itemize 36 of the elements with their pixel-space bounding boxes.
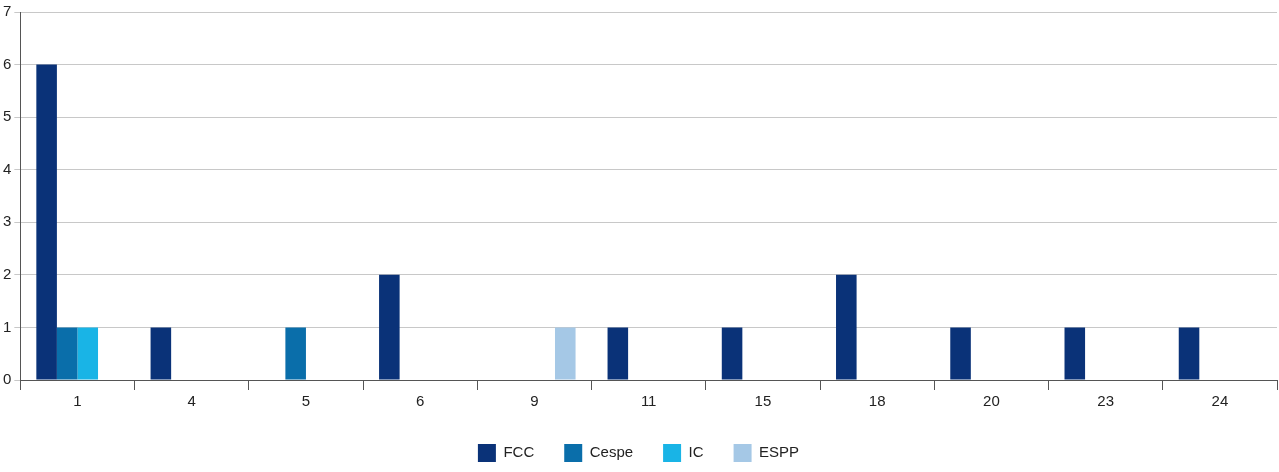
y-tick-label: 0 xyxy=(3,370,12,388)
x-tick-label: 23 xyxy=(1097,392,1114,410)
legend-label: FCC xyxy=(503,443,535,461)
y-tick-label: 4 xyxy=(3,159,12,177)
x-tick-label: 20 xyxy=(983,392,1000,410)
bar xyxy=(950,327,971,380)
bar xyxy=(150,327,172,380)
x-tick-label: 9 xyxy=(530,392,539,410)
x-tick-label: 18 xyxy=(868,392,886,410)
x-tick-label: 4 xyxy=(187,392,196,410)
bar xyxy=(554,327,576,380)
x-tick-label: 5 xyxy=(301,392,311,410)
y-tick-label: 7 xyxy=(3,2,12,20)
bar xyxy=(379,274,400,380)
bar xyxy=(1178,327,1200,380)
y-tick-label: 2 xyxy=(3,265,12,282)
bar xyxy=(1064,327,1086,380)
bar xyxy=(56,327,78,380)
bar xyxy=(285,327,306,380)
bar xyxy=(836,274,857,380)
legend-label: IC xyxy=(688,443,704,461)
bar xyxy=(36,64,57,380)
bar xyxy=(77,327,99,380)
x-tick-label: 1 xyxy=(73,392,82,410)
bar xyxy=(607,327,629,380)
x-tick-label: 15 xyxy=(754,392,772,410)
x-tick-label: 24 xyxy=(1211,392,1229,410)
y-tick-label: 6 xyxy=(3,54,12,72)
x-tick-label: 6 xyxy=(416,392,425,410)
legend-label: Cespe xyxy=(589,443,634,461)
y-tick-label: 1 xyxy=(3,317,12,335)
y-tick-label: 3 xyxy=(3,212,12,230)
bar xyxy=(721,327,743,380)
legend-label: ESPP xyxy=(759,443,800,461)
y-tick-label: 5 xyxy=(3,107,12,125)
x-tick-label: 11 xyxy=(640,392,657,410)
